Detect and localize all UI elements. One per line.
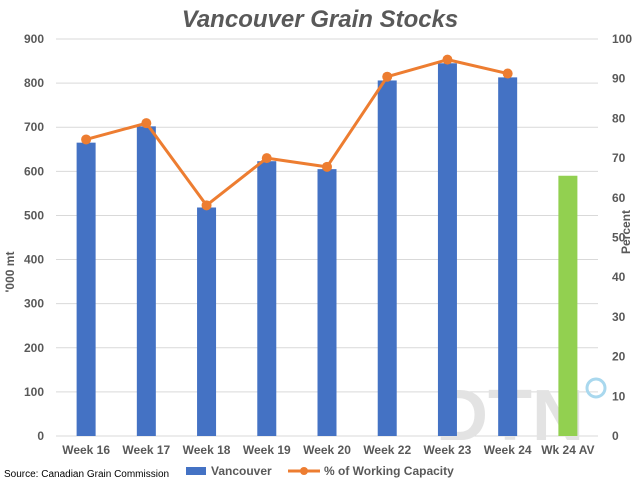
point-capacity bbox=[502, 68, 513, 79]
point-capacity bbox=[261, 153, 272, 164]
point-capacity bbox=[141, 118, 152, 129]
y2-tick-label: 70 bbox=[612, 151, 626, 165]
bar-vancouver bbox=[437, 63, 457, 437]
y2-tick-label: 10 bbox=[612, 389, 626, 403]
point-capacity bbox=[382, 71, 393, 82]
point-capacity bbox=[201, 200, 212, 211]
legend-label-capacity: % of Working Capacity bbox=[324, 464, 454, 478]
line-series bbox=[81, 54, 513, 211]
x-tick-label: Week 17 bbox=[122, 443, 170, 457]
bar-vancouver bbox=[377, 80, 397, 436]
y2-tick-label: 20 bbox=[612, 350, 626, 364]
y2-tick-label: 90 bbox=[612, 72, 626, 86]
y2-tick-label: 30 bbox=[612, 310, 626, 324]
point-capacity bbox=[322, 161, 332, 172]
legend-swatch-vancouver bbox=[186, 467, 206, 475]
legend: Vancouver % of Working Capacity bbox=[186, 464, 454, 478]
y-tick-label: 600 bbox=[24, 164, 44, 178]
axis-labels: 0 100 200 300 400 500 600 700 800 900 0 10 20 30 40 50 6… bbox=[24, 32, 632, 457]
y2-axis-title: Percent bbox=[619, 210, 633, 254]
bar-vancouver bbox=[498, 77, 518, 437]
x-tick-label: Week 16 bbox=[62, 443, 110, 457]
line-capacity bbox=[85, 58, 509, 207]
y-tick-label: 800 bbox=[24, 76, 44, 90]
bar-vancouver bbox=[136, 126, 156, 436]
x-tick-label: Week 23 bbox=[424, 443, 472, 457]
y2-tick-label: 80 bbox=[612, 111, 626, 125]
x-tick-label: Week 19 bbox=[243, 443, 291, 457]
x-tick-label: Wk 24 AV bbox=[541, 443, 594, 457]
y-tick-label: 100 bbox=[24, 385, 44, 399]
y-tick-label: 500 bbox=[24, 208, 44, 222]
y-tick-label: 0 bbox=[37, 429, 44, 443]
point-capacity bbox=[442, 54, 453, 65]
x-tick-label: Week 20 bbox=[303, 443, 351, 457]
y2-tick-label: 60 bbox=[612, 191, 626, 205]
point-capacity bbox=[81, 134, 92, 145]
bar-average bbox=[558, 175, 578, 436]
y2-tick-label: 100 bbox=[612, 32, 632, 46]
y2-tick-label: 40 bbox=[612, 270, 626, 284]
y-tick-label: 300 bbox=[24, 297, 44, 311]
y-tick-label: 400 bbox=[24, 253, 44, 267]
bar-vancouver bbox=[257, 161, 277, 436]
y-tick-label: 900 bbox=[24, 32, 44, 46]
legend-marker-capacity bbox=[300, 467, 308, 475]
x-tick-label: Week 18 bbox=[183, 443, 231, 457]
bar-series bbox=[76, 63, 578, 437]
x-tick-label: Week 22 bbox=[363, 443, 411, 457]
y2-tick-label: 0 bbox=[612, 429, 619, 443]
x-tick-label: Week 24 bbox=[484, 443, 532, 457]
y-tick-label: 200 bbox=[24, 341, 44, 355]
bar-vancouver bbox=[76, 142, 96, 436]
bar-vancouver bbox=[197, 207, 217, 436]
legend-label-vancouver: Vancouver bbox=[211, 464, 272, 478]
bar-vancouver bbox=[317, 169, 337, 436]
y2-tick-label: 50 bbox=[612, 231, 626, 245]
y-axis-title: '000 mt bbox=[3, 252, 17, 293]
chart-title: Vancouver Grain Stocks bbox=[182, 6, 459, 33]
source-note: Source: Canadian Grain Commission bbox=[4, 469, 169, 480]
y-tick-label: 700 bbox=[24, 120, 44, 134]
